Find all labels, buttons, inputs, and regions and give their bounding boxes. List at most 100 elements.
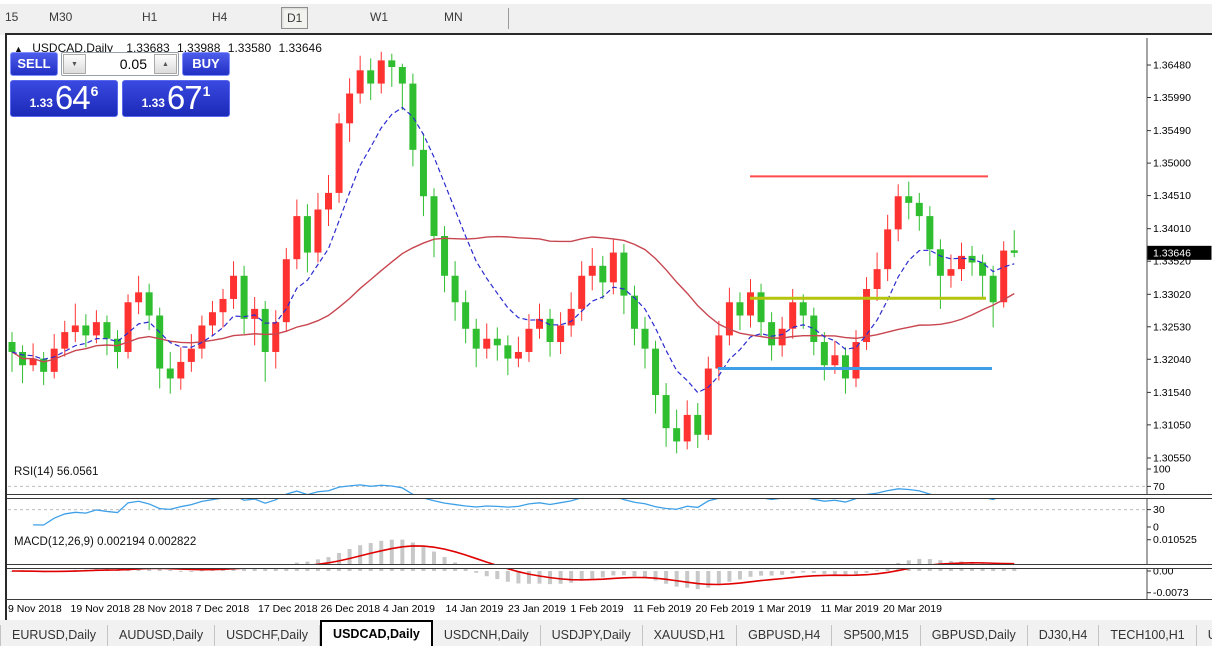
candle-body xyxy=(398,67,406,84)
slow-ma-line[interactable] xyxy=(11,235,1015,363)
candle-body xyxy=(578,275,586,309)
candle-body xyxy=(683,414,691,442)
rsi-tick-label: 70 xyxy=(1153,481,1165,493)
chart-tab-tech100[interactable]: TECH100,H1 xyxy=(1099,625,1197,646)
chart-tab-usdcnh[interactable]: USDCNH,Daily xyxy=(433,625,541,646)
chart-tab-dj30[interactable]: DJ30,H4 xyxy=(1028,625,1100,646)
macd-histogram-bar xyxy=(600,571,605,578)
candle-body xyxy=(29,358,37,366)
period-button-h1[interactable]: H1 xyxy=(142,10,158,24)
candle-body xyxy=(747,292,754,316)
candle-body xyxy=(314,209,322,253)
one-click-trading-panel: SELL ▼ 0.05 ▲ BUY 1.33 64 6 1.33 67 1 xyxy=(10,52,230,117)
chart-tab-gbpusd[interactable]: GBPUSD,Daily xyxy=(921,625,1028,646)
candle-body xyxy=(303,216,311,253)
open-value: 1.33683 xyxy=(126,41,170,55)
candle-body xyxy=(71,325,79,333)
candle-body xyxy=(272,322,280,352)
main-price-panel xyxy=(8,51,1018,454)
macd-histogram-bar xyxy=(495,571,500,580)
rsi-panel-splitter[interactable] xyxy=(7,494,1212,499)
candle-body xyxy=(409,83,417,150)
macd-histogram-bar xyxy=(199,570,204,572)
fast-ma-line[interactable] xyxy=(11,106,1015,394)
candle-body xyxy=(989,275,997,303)
volume-decrease-icon[interactable]: ▼ xyxy=(63,54,86,74)
macd-histogram-bar xyxy=(632,571,637,577)
date-tick-label: 1 Feb 2019 xyxy=(571,603,624,615)
close-value: 1.33646 xyxy=(278,41,322,55)
low-value: 1.33580 xyxy=(227,41,272,55)
date-tick-label: 20 Feb 2019 xyxy=(696,603,755,615)
candle-body xyxy=(673,428,681,442)
period-button-m30[interactable]: M30 xyxy=(49,10,73,24)
chart-tab-xauusd[interactable]: XAUUSD,H1 xyxy=(643,625,738,646)
candle-body xyxy=(936,249,944,276)
chart-tab-eurusd[interactable]: EURUSD,Daily xyxy=(0,625,109,646)
macd-histogram-bar xyxy=(822,571,827,574)
price-tick-label: 1.35990 xyxy=(1153,92,1191,104)
macd-histogram-bar xyxy=(569,571,574,583)
macd-tick-label: 0.010525 xyxy=(1153,534,1197,546)
candle-body xyxy=(293,216,301,260)
period-button-w1[interactable]: W1 xyxy=(370,10,388,24)
rsi-line[interactable] xyxy=(33,484,1015,526)
chart-tab-audusd[interactable]: AUDUSD,Daily xyxy=(108,625,216,646)
sell-price-pane[interactable]: 1.33 64 6 xyxy=(10,80,118,117)
candle-body xyxy=(325,192,332,210)
candle-body xyxy=(493,338,501,346)
candle-body xyxy=(620,252,628,296)
period-button-d1[interactable]: D1 xyxy=(281,7,309,29)
macd-signal-line[interactable] xyxy=(11,545,1015,586)
candle-body xyxy=(652,348,660,396)
rsi-indicator-label: RSI(14) 56.0561 xyxy=(14,466,99,478)
candle-body xyxy=(356,70,364,94)
candle-body xyxy=(567,308,575,326)
buy-price-pane[interactable]: 1.33 67 1 xyxy=(122,80,230,117)
chart-tab-usdchf[interactable]: USDCHF,Daily xyxy=(215,625,321,646)
candle-body xyxy=(947,269,955,276)
candle-body xyxy=(156,315,164,369)
collapse-panel-icon[interactable]: ▲ xyxy=(14,44,23,54)
candle-body xyxy=(979,262,987,276)
date-tick-label: 1 Mar 2019 xyxy=(758,603,811,615)
period-button-mn[interactable]: MN xyxy=(444,10,463,24)
candle-body xyxy=(240,275,248,319)
macd-histogram-bar xyxy=(432,551,436,571)
candle-body xyxy=(50,348,58,372)
period-button-h4[interactable]: H4 xyxy=(212,10,228,24)
date-tick-label: 28 Nov 2018 xyxy=(133,603,193,615)
chart-tab-gbpusd[interactable]: GBPUSD,H4 xyxy=(737,625,833,646)
candle-body xyxy=(261,308,269,352)
candle-body xyxy=(230,275,238,299)
volume-value[interactable]: 0.05 xyxy=(119,56,147,72)
macd-histogram-bar xyxy=(801,571,806,573)
candle-body xyxy=(958,255,965,270)
candle-body xyxy=(715,335,723,369)
buy-button[interactable]: BUY xyxy=(182,52,230,76)
price-tick-label: 1.34010 xyxy=(1153,223,1191,235)
macd-histogram-bar xyxy=(526,571,531,584)
macd-panel-splitter[interactable] xyxy=(7,564,1212,569)
macd-histogram-bar xyxy=(621,571,626,576)
candle-body xyxy=(915,202,923,217)
chart-tab-sp500[interactable]: SP500,M15 xyxy=(832,625,921,646)
candle-body xyxy=(8,342,16,352)
price-tick-label: 1.32040 xyxy=(1153,354,1191,366)
sell-button[interactable]: SELL xyxy=(10,52,58,76)
price-tick-label: 1.32530 xyxy=(1153,321,1191,333)
chart-tab-usdcad[interactable]: USDCAD,Daily xyxy=(320,620,433,646)
candle-body xyxy=(219,298,227,313)
chart-tab-ui[interactable]: UI xyxy=(1197,625,1212,646)
price-tick-label: 1.31540 xyxy=(1153,387,1191,399)
candle-body xyxy=(789,302,797,329)
sell-price-pip: 6 xyxy=(90,83,99,99)
period-button-15[interactable]: 15 xyxy=(5,10,19,24)
chart-tab-usdjpy[interactable]: USDJPY,Daily xyxy=(541,625,643,646)
volume-increase-icon[interactable]: ▲ xyxy=(154,54,177,74)
candle-body xyxy=(641,328,649,349)
macd-histogram-bar xyxy=(537,571,542,584)
macd-histogram-bar xyxy=(811,571,816,573)
